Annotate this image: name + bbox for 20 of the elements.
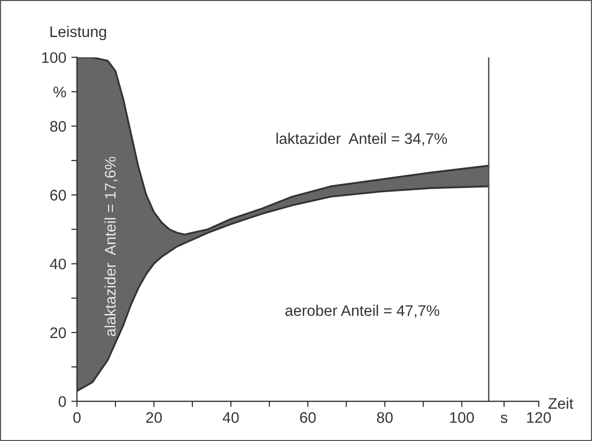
y-tick-label: 20 (50, 327, 66, 338)
annotation: alaktazider Anteil = 17,6% (104, 156, 118, 336)
y-tick-label: 40 (50, 258, 66, 270)
x-tick-label: 20 (146, 412, 162, 423)
x-tick-label: 40 (222, 412, 239, 423)
y-tick-label: 0 (58, 396, 66, 407)
x-tick-label: 0 (73, 412, 81, 423)
x-axis-title: Zeit (548, 398, 574, 409)
y-tick-label: 100 (42, 52, 66, 64)
annotation: laktazider Anteil = 34,7% (276, 132, 447, 146)
y-tick-label: 80 (50, 120, 66, 132)
x-tick-label: 60 (300, 412, 316, 423)
y-axis-title: Leistung (50, 26, 106, 40)
y-tick-label: 60 (50, 190, 66, 201)
y-tick-label: % (54, 86, 66, 98)
x-tick-label: 80 (376, 412, 393, 423)
x-tick-label: 100 (450, 412, 474, 423)
annotation: aerober Anteil = 47,7% (285, 304, 440, 318)
x-tick-label: 120 (527, 412, 551, 423)
x-tick-label: s (500, 414, 508, 423)
